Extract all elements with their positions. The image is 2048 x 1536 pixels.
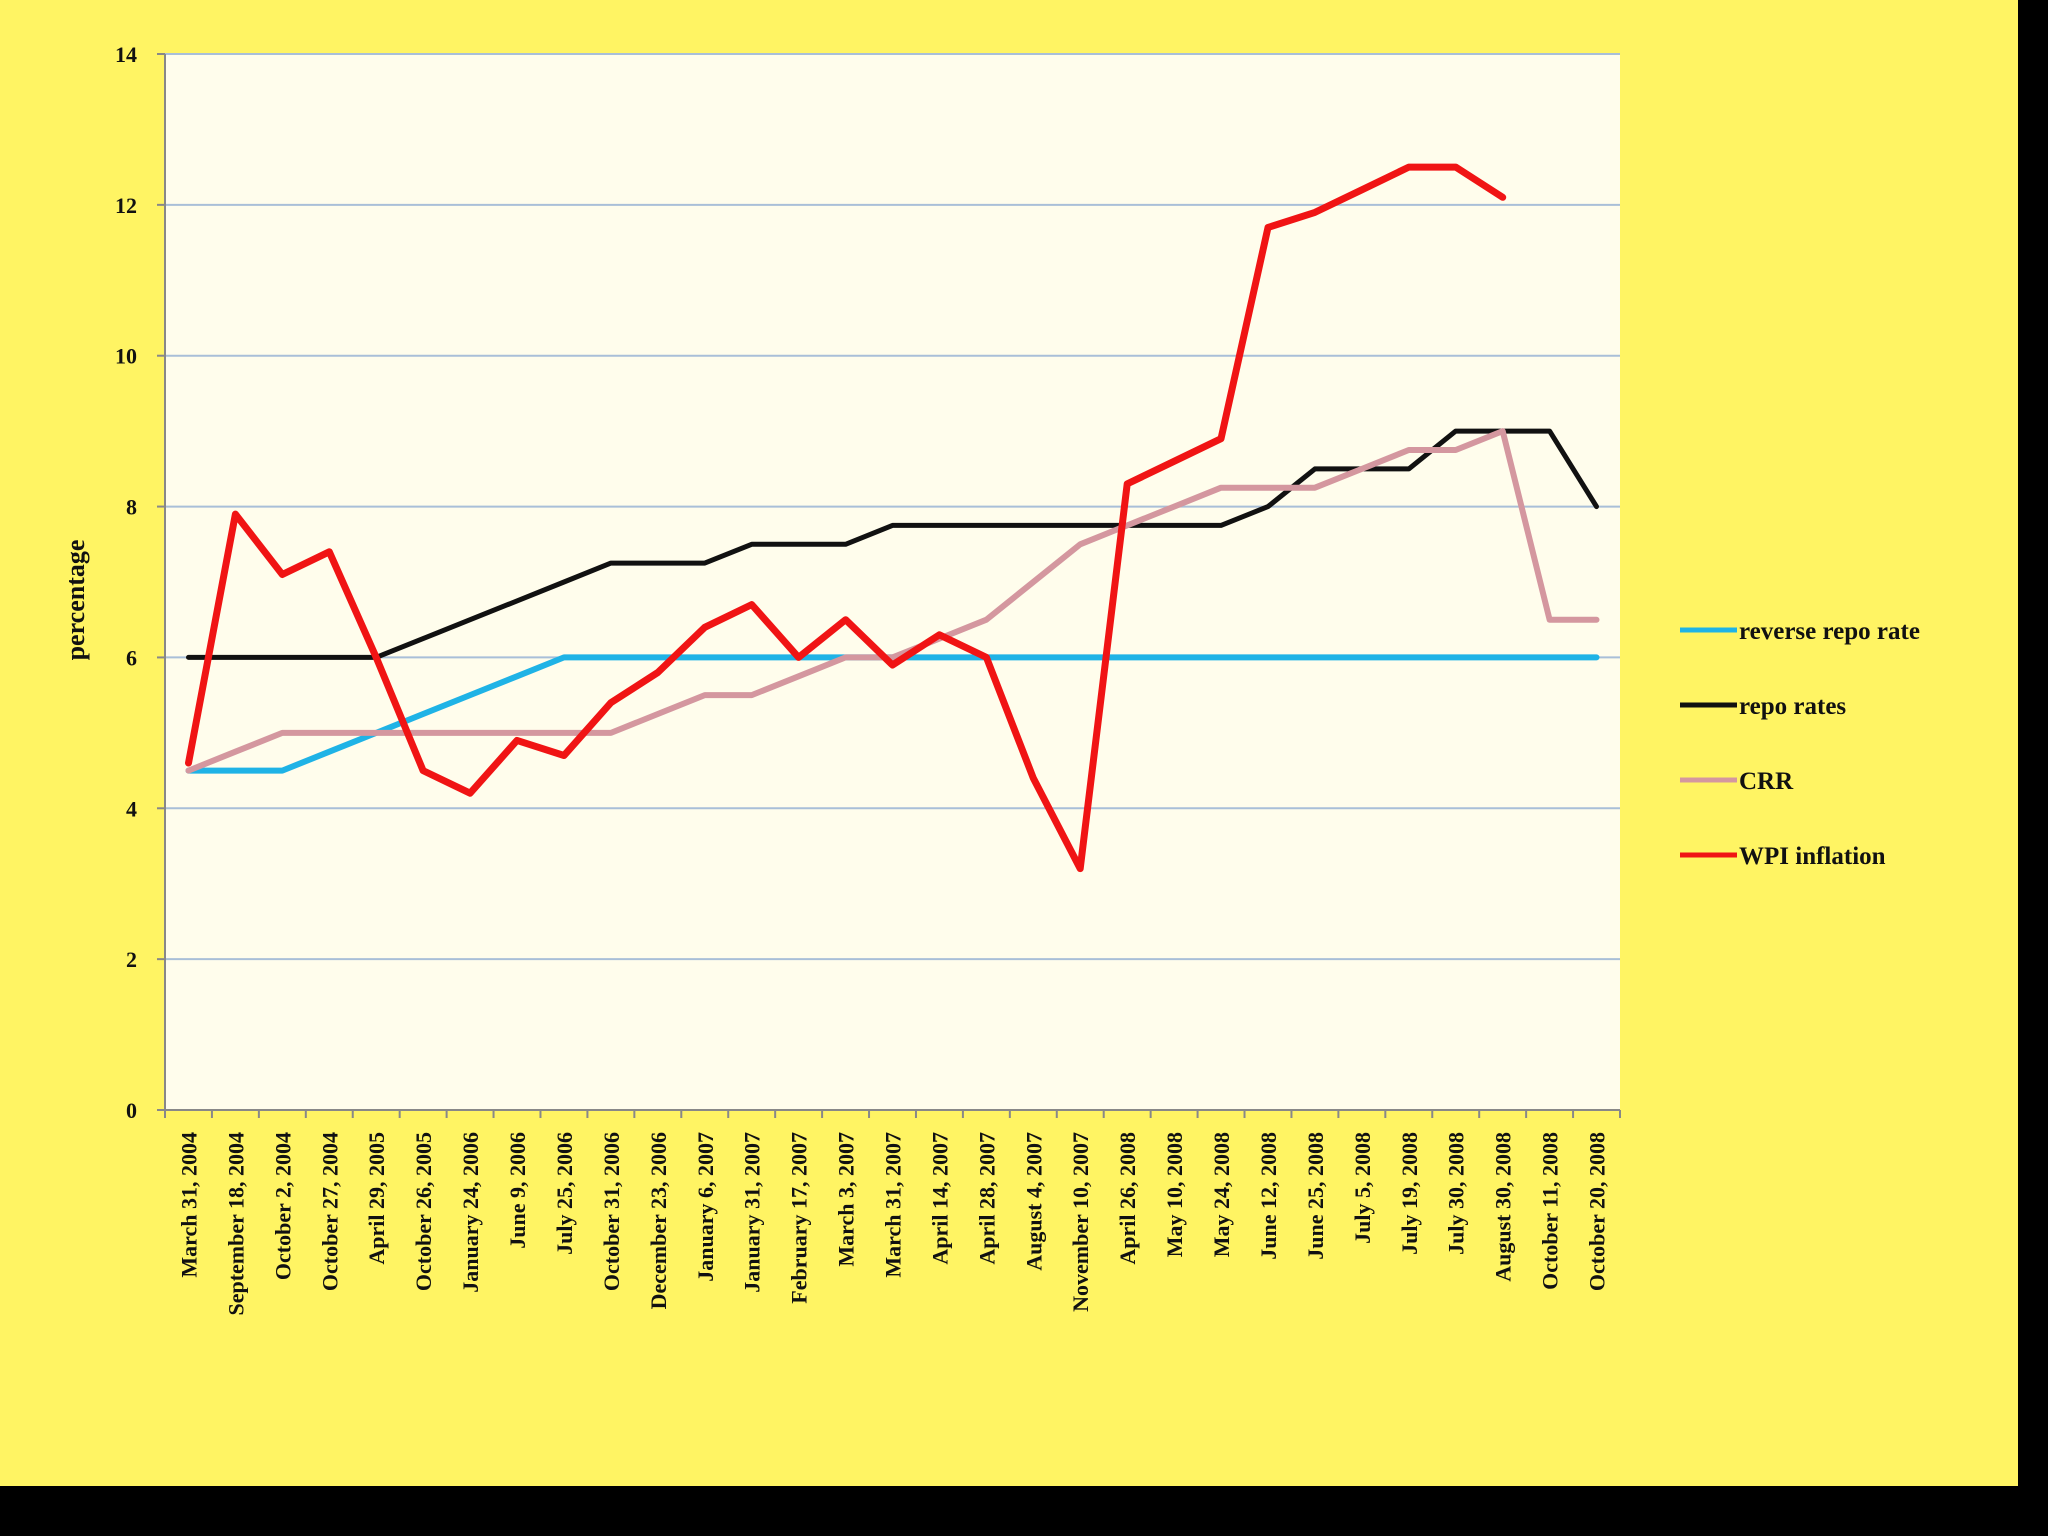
x-tick-label: October 31, 2006 [599, 1132, 624, 1291]
x-tick-label: May 24, 2008 [1209, 1132, 1234, 1257]
plot-area [165, 54, 1620, 1110]
legend-label: CRR [1739, 768, 1794, 795]
series-line-wpi-inflation [185, 163, 1507, 873]
y-tick-label: 2 [126, 947, 137, 972]
x-tick-label: April 29, 2005 [364, 1132, 389, 1265]
legend-label: WPI inflation [1739, 843, 1886, 870]
series-line-crr [185, 428, 1600, 774]
x-tick-label: February 17, 2007 [787, 1132, 812, 1304]
x-tick-label: June 25, 2008 [1303, 1132, 1328, 1260]
x-tick-label: October 27, 2004 [317, 1132, 342, 1291]
series-lines [185, 163, 1600, 873]
y-axis-tick-labels: 0 2 4 6 8 10 12 14 [115, 42, 137, 1123]
x-tick-label: July 19, 2008 [1397, 1132, 1422, 1255]
y-tick-label: 8 [126, 495, 137, 520]
x-tick-label: March 3, 2007 [834, 1132, 859, 1267]
x-tick-label: October 2, 2004 [270, 1132, 295, 1280]
x-tick-label: January 24, 2006 [458, 1132, 483, 1293]
x-tick-label: August 30, 2008 [1491, 1132, 1516, 1282]
x-tick-label: June 9, 2006 [505, 1132, 530, 1249]
legend-label: repo rates [1739, 693, 1846, 720]
x-tick-label: July 30, 2008 [1444, 1132, 1469, 1255]
y-tick-label: 4 [126, 796, 137, 821]
x-tick-label: September 18, 2004 [223, 1132, 248, 1316]
x-tick-label: May 10, 2008 [1162, 1132, 1187, 1257]
y-tick-label: 12 [115, 193, 137, 218]
x-tick-label: April 28, 2007 [974, 1132, 999, 1265]
x-axis-ticks [164, 1110, 1621, 1118]
legend-label: reverse repo rate [1739, 618, 1920, 645]
x-tick-label: July 5, 2008 [1350, 1132, 1375, 1244]
x-tick-label: January 31, 2007 [740, 1132, 765, 1293]
y-tick-label: 10 [115, 344, 137, 369]
x-tick-label: October 20, 2008 [1585, 1132, 1610, 1291]
x-tick-label: April 26, 2008 [1115, 1132, 1140, 1265]
x-axis-tick-labels: March 31, 2004 September 18, 2004 October … [176, 1132, 1609, 1316]
x-tick-label: July 25, 2006 [552, 1132, 577, 1255]
x-tick-label: October 11, 2008 [1538, 1132, 1563, 1290]
slide-background: 0 2 4 6 8 10 12 14 March 31, 2004 September 18, … [0, 0, 2018, 1486]
y-tick-label: 6 [126, 645, 137, 670]
x-tick-label: January 6, 2007 [693, 1132, 718, 1282]
x-tick-label: April 14, 2007 [927, 1132, 952, 1265]
y-tick-label: 14 [115, 42, 137, 67]
x-tick-label: December 23, 2006 [646, 1132, 671, 1309]
y-tick-label: 0 [126, 1098, 137, 1123]
legend: reverse repo rate repo rates CRR WPI inflat… [1680, 618, 1920, 870]
x-tick-label: November 10, 2007 [1068, 1132, 1093, 1312]
x-tick-label: March 31, 2007 [881, 1132, 906, 1278]
x-tick-label: October 26, 2005 [411, 1132, 436, 1291]
y-axis-title: percentage [61, 540, 90, 661]
x-tick-label: March 31, 2004 [176, 1132, 201, 1278]
line-chart: 0 2 4 6 8 10 12 14 March 31, 2004 September 18, … [61, 42, 1920, 1316]
x-tick-label: June 12, 2008 [1256, 1132, 1281, 1260]
x-tick-label: August 4, 2007 [1021, 1132, 1046, 1271]
